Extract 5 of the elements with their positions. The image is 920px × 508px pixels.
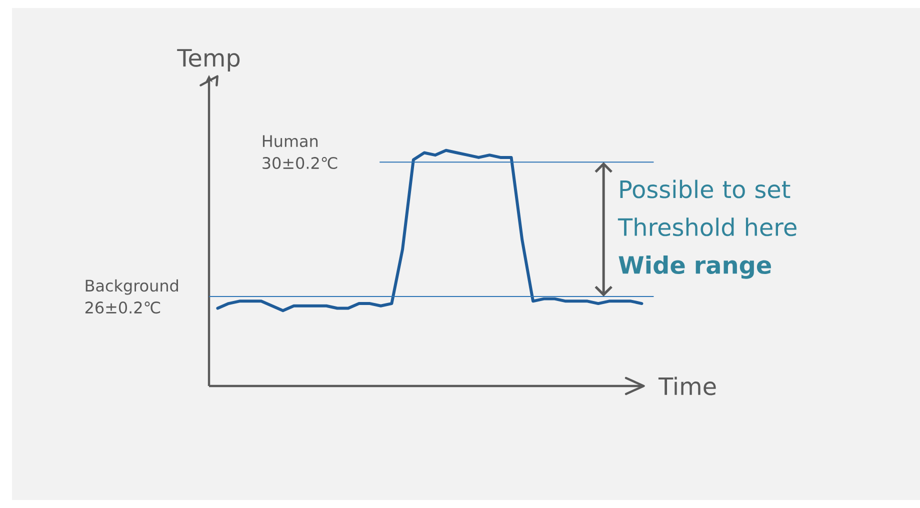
- ref-line-label: Human 30±0.2℃: [262, 135, 338, 170]
- x-axis-title: Time: [658, 376, 716, 396]
- annotation: Possible to set Threshold here Wide range: [618, 180, 796, 279]
- y-axis-title: Temp: [177, 49, 240, 72]
- ref-line-label: Background 26±0.2℃: [85, 279, 178, 314]
